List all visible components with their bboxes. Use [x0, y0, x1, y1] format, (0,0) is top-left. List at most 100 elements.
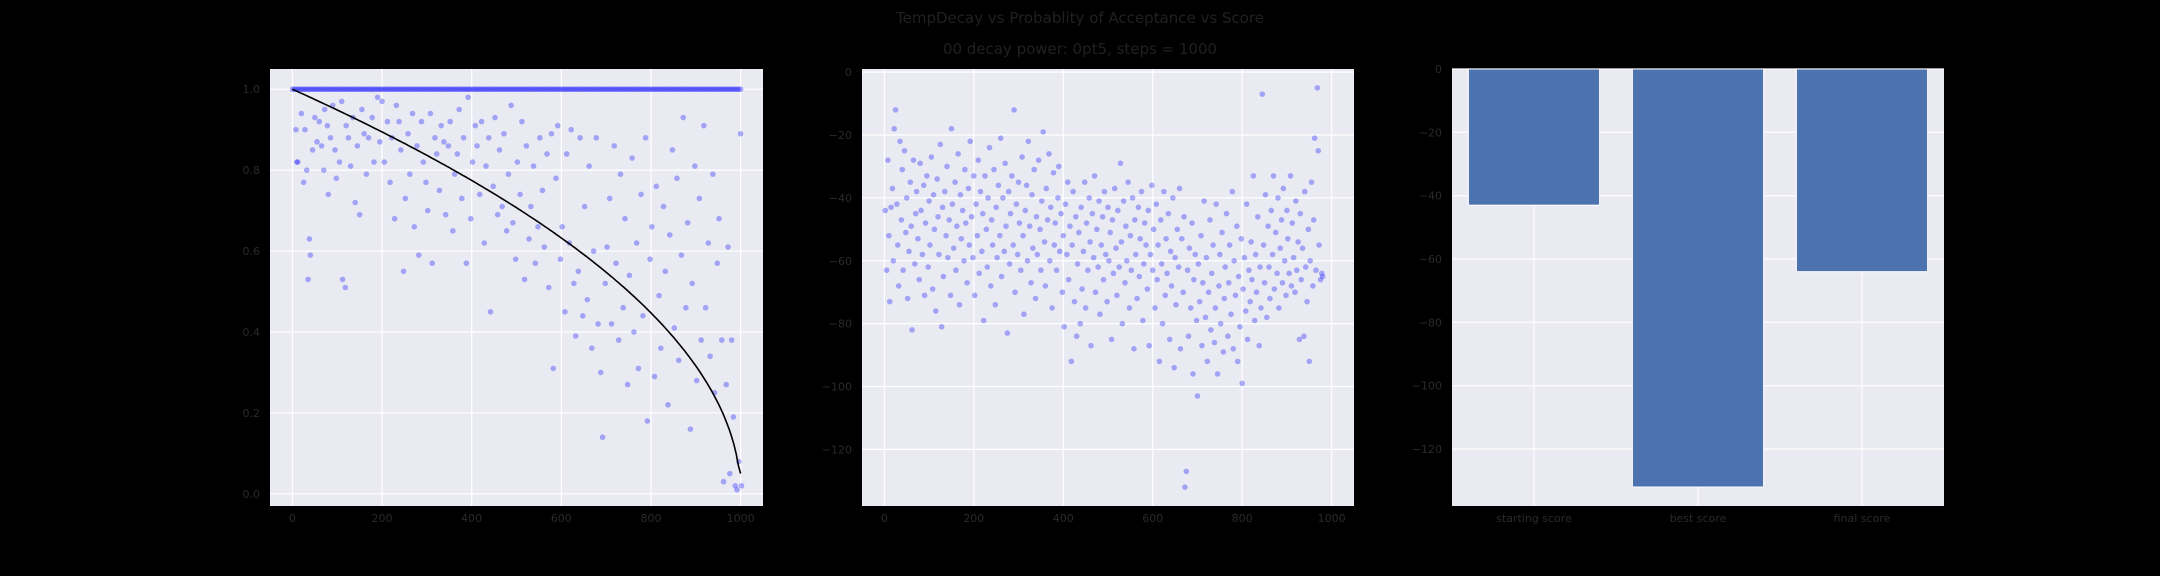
data-point — [1105, 204, 1111, 211]
data-point — [1146, 342, 1152, 349]
data-point — [1025, 138, 1032, 145]
data-point — [486, 86, 493, 93]
data-point — [300, 86, 306, 93]
x-tick-label: 200 — [372, 512, 393, 525]
data-point — [1251, 317, 1258, 324]
data-point — [1175, 264, 1182, 270]
data-point — [409, 86, 416, 93]
data-point — [1202, 314, 1209, 321]
data-point — [1134, 295, 1140, 302]
data-point — [1295, 239, 1301, 245]
data-point — [671, 325, 678, 331]
data-point — [678, 252, 685, 258]
data-point — [927, 242, 933, 248]
data-point — [1119, 320, 1126, 327]
data-point — [735, 86, 742, 93]
data-point — [1270, 173, 1277, 179]
data-point — [1154, 276, 1160, 283]
data-point — [302, 126, 308, 133]
data-point — [1020, 232, 1026, 239]
data-point — [603, 86, 609, 93]
data-point — [967, 138, 974, 145]
data-point — [1217, 320, 1224, 327]
data-point — [1055, 195, 1061, 201]
data-point — [926, 198, 932, 204]
data-point — [1009, 173, 1015, 179]
data-point — [1243, 201, 1250, 207]
data-point — [1064, 179, 1071, 185]
data-point — [520, 86, 527, 93]
data-point — [363, 171, 370, 178]
data-point — [1091, 173, 1098, 179]
data-point — [556, 86, 563, 93]
data-point — [1184, 267, 1191, 274]
data-point — [431, 86, 437, 93]
data-point — [721, 86, 728, 93]
data-point — [517, 191, 523, 198]
y-tick-label: −20 — [829, 129, 852, 142]
data-point — [882, 207, 889, 214]
data-point — [400, 86, 407, 93]
data-point — [1117, 160, 1124, 167]
data-point — [1110, 270, 1117, 277]
data-point — [442, 211, 449, 218]
data-point — [1079, 286, 1085, 292]
data-point — [458, 86, 464, 93]
data-point — [660, 86, 667, 93]
data-point — [1039, 198, 1045, 204]
data-point — [1296, 336, 1303, 343]
data-point — [441, 86, 448, 93]
data-point — [730, 414, 737, 420]
data-point — [1284, 207, 1290, 214]
data-point — [599, 86, 606, 93]
data-point — [314, 139, 320, 145]
data-point — [734, 487, 740, 493]
data-point — [459, 195, 465, 202]
y-tick-label: −100 — [1412, 380, 1442, 393]
data-point — [400, 268, 407, 275]
data-point — [436, 86, 443, 93]
data-point — [1177, 346, 1184, 352]
data-point — [1041, 239, 1048, 245]
data-point — [550, 365, 557, 372]
data-point — [632, 86, 638, 93]
data-point — [343, 122, 349, 129]
data-point — [1150, 226, 1157, 233]
x-tick-label: 400 — [1053, 512, 1074, 525]
data-point — [931, 226, 938, 233]
data-point — [662, 86, 669, 93]
data-point — [565, 86, 572, 93]
data-point — [624, 86, 631, 93]
data-point — [964, 279, 970, 286]
data-point — [476, 191, 483, 198]
data-point — [445, 86, 452, 93]
data-point — [732, 482, 739, 489]
data-point — [523, 143, 530, 149]
data-point — [427, 86, 434, 93]
data-point — [611, 143, 618, 149]
data-point — [894, 201, 900, 207]
data-point — [614, 86, 620, 93]
data-point — [653, 86, 660, 93]
data-point — [1003, 223, 1009, 229]
data-point — [314, 86, 321, 93]
figure-title: TempDecay vs Probablity of Acceptance vs… — [896, 9, 1264, 27]
data-point — [1058, 210, 1064, 217]
data-point — [1034, 251, 1041, 258]
data-point — [986, 144, 993, 151]
data-point — [393, 102, 400, 109]
data-point — [318, 143, 325, 149]
data-point — [493, 86, 500, 93]
data-point — [1081, 179, 1088, 185]
y-tick-label: 0.6 — [243, 245, 261, 258]
data-point — [548, 130, 555, 137]
data-point — [698, 337, 704, 343]
data-point — [1271, 286, 1278, 292]
data-point — [673, 86, 679, 93]
data-point — [604, 244, 610, 250]
data-point — [365, 134, 372, 141]
y-tick-label: 0.8 — [243, 164, 261, 177]
data-point — [595, 321, 601, 327]
data-point — [569, 86, 575, 93]
data-point — [719, 86, 726, 93]
